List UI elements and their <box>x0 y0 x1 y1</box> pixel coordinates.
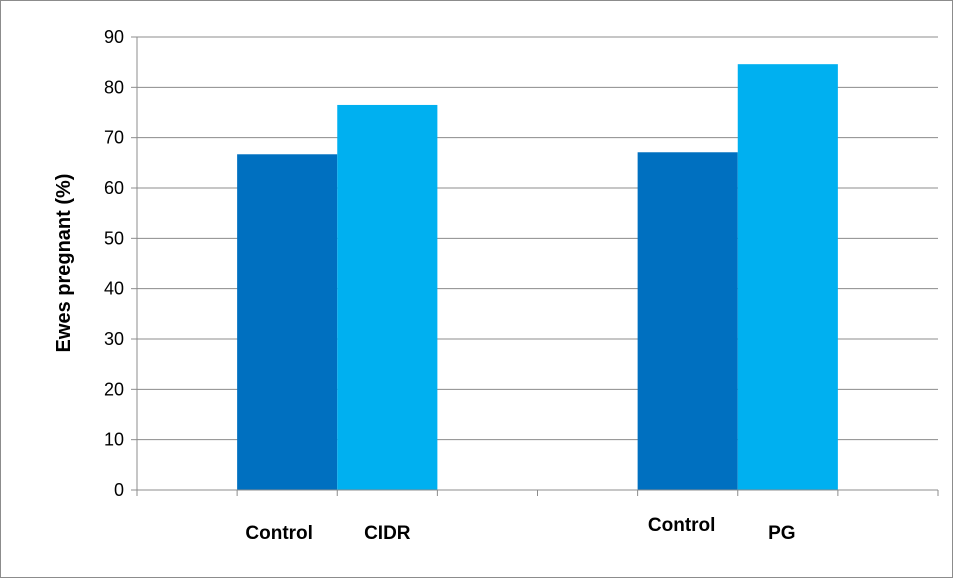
y-tick-label: 50 <box>104 228 124 248</box>
y-tick-label: 80 <box>104 77 124 97</box>
y-tick-label: 10 <box>104 430 124 450</box>
category-label: CIDR <box>364 523 411 544</box>
bars <box>237 64 838 491</box>
y-tick-label: 0 <box>114 480 124 500</box>
y-tick-label: 40 <box>104 279 124 299</box>
category-label: PG <box>768 523 795 544</box>
y-axis-title: Ewes pregnant (%) <box>53 174 75 353</box>
axes <box>131 36 939 496</box>
y-tick-label: 20 <box>104 379 124 399</box>
labels: 0 10 20 30 40 50 60 70 80 90 Control CIDR Control PG <box>104 27 796 544</box>
bar <box>637 152 738 490</box>
y-tick-label: 70 <box>104 128 124 148</box>
bar <box>337 104 438 490</box>
category-label: Control <box>245 523 313 544</box>
y-tick-label: 60 <box>104 178 124 198</box>
y-tick-label: 30 <box>104 329 124 349</box>
category-label: Control <box>648 515 716 536</box>
bar <box>737 64 838 491</box>
bar <box>237 154 338 490</box>
y-tick-label: 90 <box>104 27 124 47</box>
